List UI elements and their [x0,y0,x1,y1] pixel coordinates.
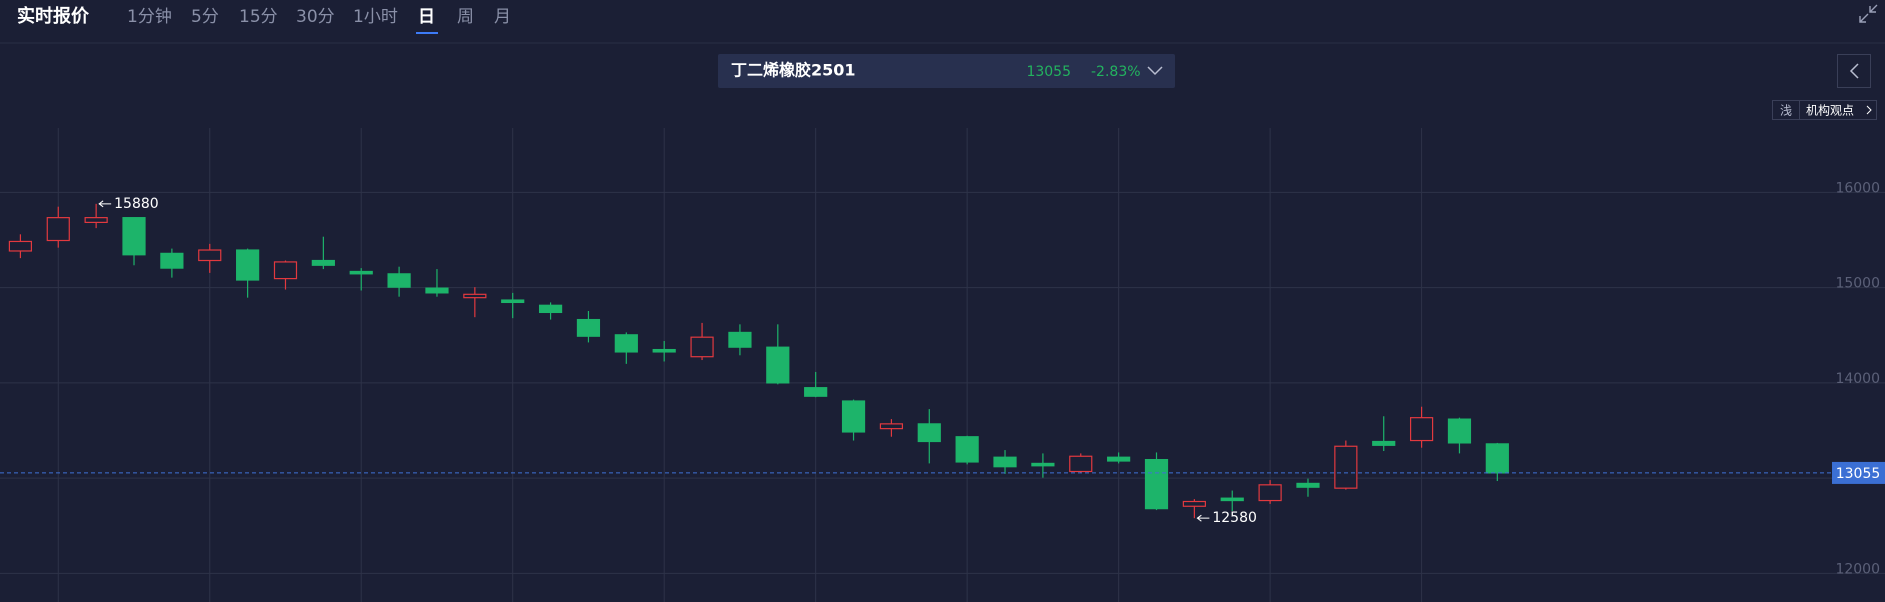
candle-body [1334,445,1358,489]
candle-body [1372,440,1396,446]
candle-body [1409,417,1434,442]
candle-body [1144,458,1169,510]
candle-body [841,400,866,433]
candle-body [917,423,941,443]
candle-body [311,259,335,266]
candle-body [538,304,563,314]
candle-body [1296,482,1320,488]
candle-body [349,270,373,275]
candle-body [46,217,70,242]
theme-button-label: 浅 [1780,104,1792,118]
tab[interactable]: 15分 [239,7,278,27]
views-button-label: 机构观点 [1806,103,1854,118]
candle-body [766,346,790,384]
candle-body [1069,455,1093,473]
tab[interactable]: 周 [457,7,474,27]
views-button[interactable] [1799,100,1877,120]
candle-body [804,387,828,397]
candle-body [1485,443,1509,474]
candle-body [425,287,449,294]
title: 实时报价 [17,5,90,27]
candle-body [879,423,904,430]
candle-body [1258,484,1282,502]
candle-body [84,217,108,224]
candle-body [1182,500,1206,507]
y-tick-label: 12000 [1835,561,1880,577]
dropdown-icon[interactable] [1147,66,1163,76]
annotation-arrow [1196,514,1210,522]
last-price-tag [1832,461,1885,484]
tab[interactable]: 日 [418,7,435,27]
candle-body [614,334,638,353]
ticker-change: -2.83% [1091,64,1141,80]
tab[interactable]: 30分 [296,7,335,27]
tab-underline [416,32,438,34]
ticker-price: 13055 [1026,64,1071,80]
candle-body [236,249,260,281]
y-tick-label: 15000 [1835,276,1880,292]
tab[interactable]: 5分 [191,7,219,27]
views-chevron [1866,105,1872,115]
ticker-box[interactable] [718,54,1175,88]
candle-body [122,217,146,256]
candle-body [1031,462,1055,467]
candle-body [1107,456,1131,462]
annotation-arrow [98,200,112,208]
last-price-label: 13055 [1836,466,1881,482]
candle-body [993,456,1017,468]
candle-body [501,299,525,304]
candle-body [1220,497,1244,502]
candle-body [160,252,184,269]
candle-body [198,249,222,262]
annotation-label: 12580 [1212,510,1257,526]
y-tick-label: 14000 [1835,371,1880,387]
candle-body [728,331,752,348]
y-tick-label: 16000 [1835,180,1880,196]
candle-body [387,273,411,288]
panel-button-icon [1849,63,1859,79]
candle-body [463,293,487,299]
candle-body [690,336,714,358]
candle-body [652,348,676,353]
candle-body [273,261,298,280]
tab[interactable]: 1分钟 [127,7,172,27]
candle-body [576,318,601,337]
tab[interactable]: 1小时 [353,7,398,27]
annotation-label: 15880 [114,196,159,212]
panel-button[interactable] [1837,54,1871,88]
collapse-icon[interactable] [1859,4,1878,23]
ticker-name: 丁二烯橡胶2501 [731,61,856,80]
candle-body [1447,418,1472,444]
tab[interactable]: 月 [494,7,511,27]
candle-body [8,240,32,252]
candle-body [955,436,979,463]
